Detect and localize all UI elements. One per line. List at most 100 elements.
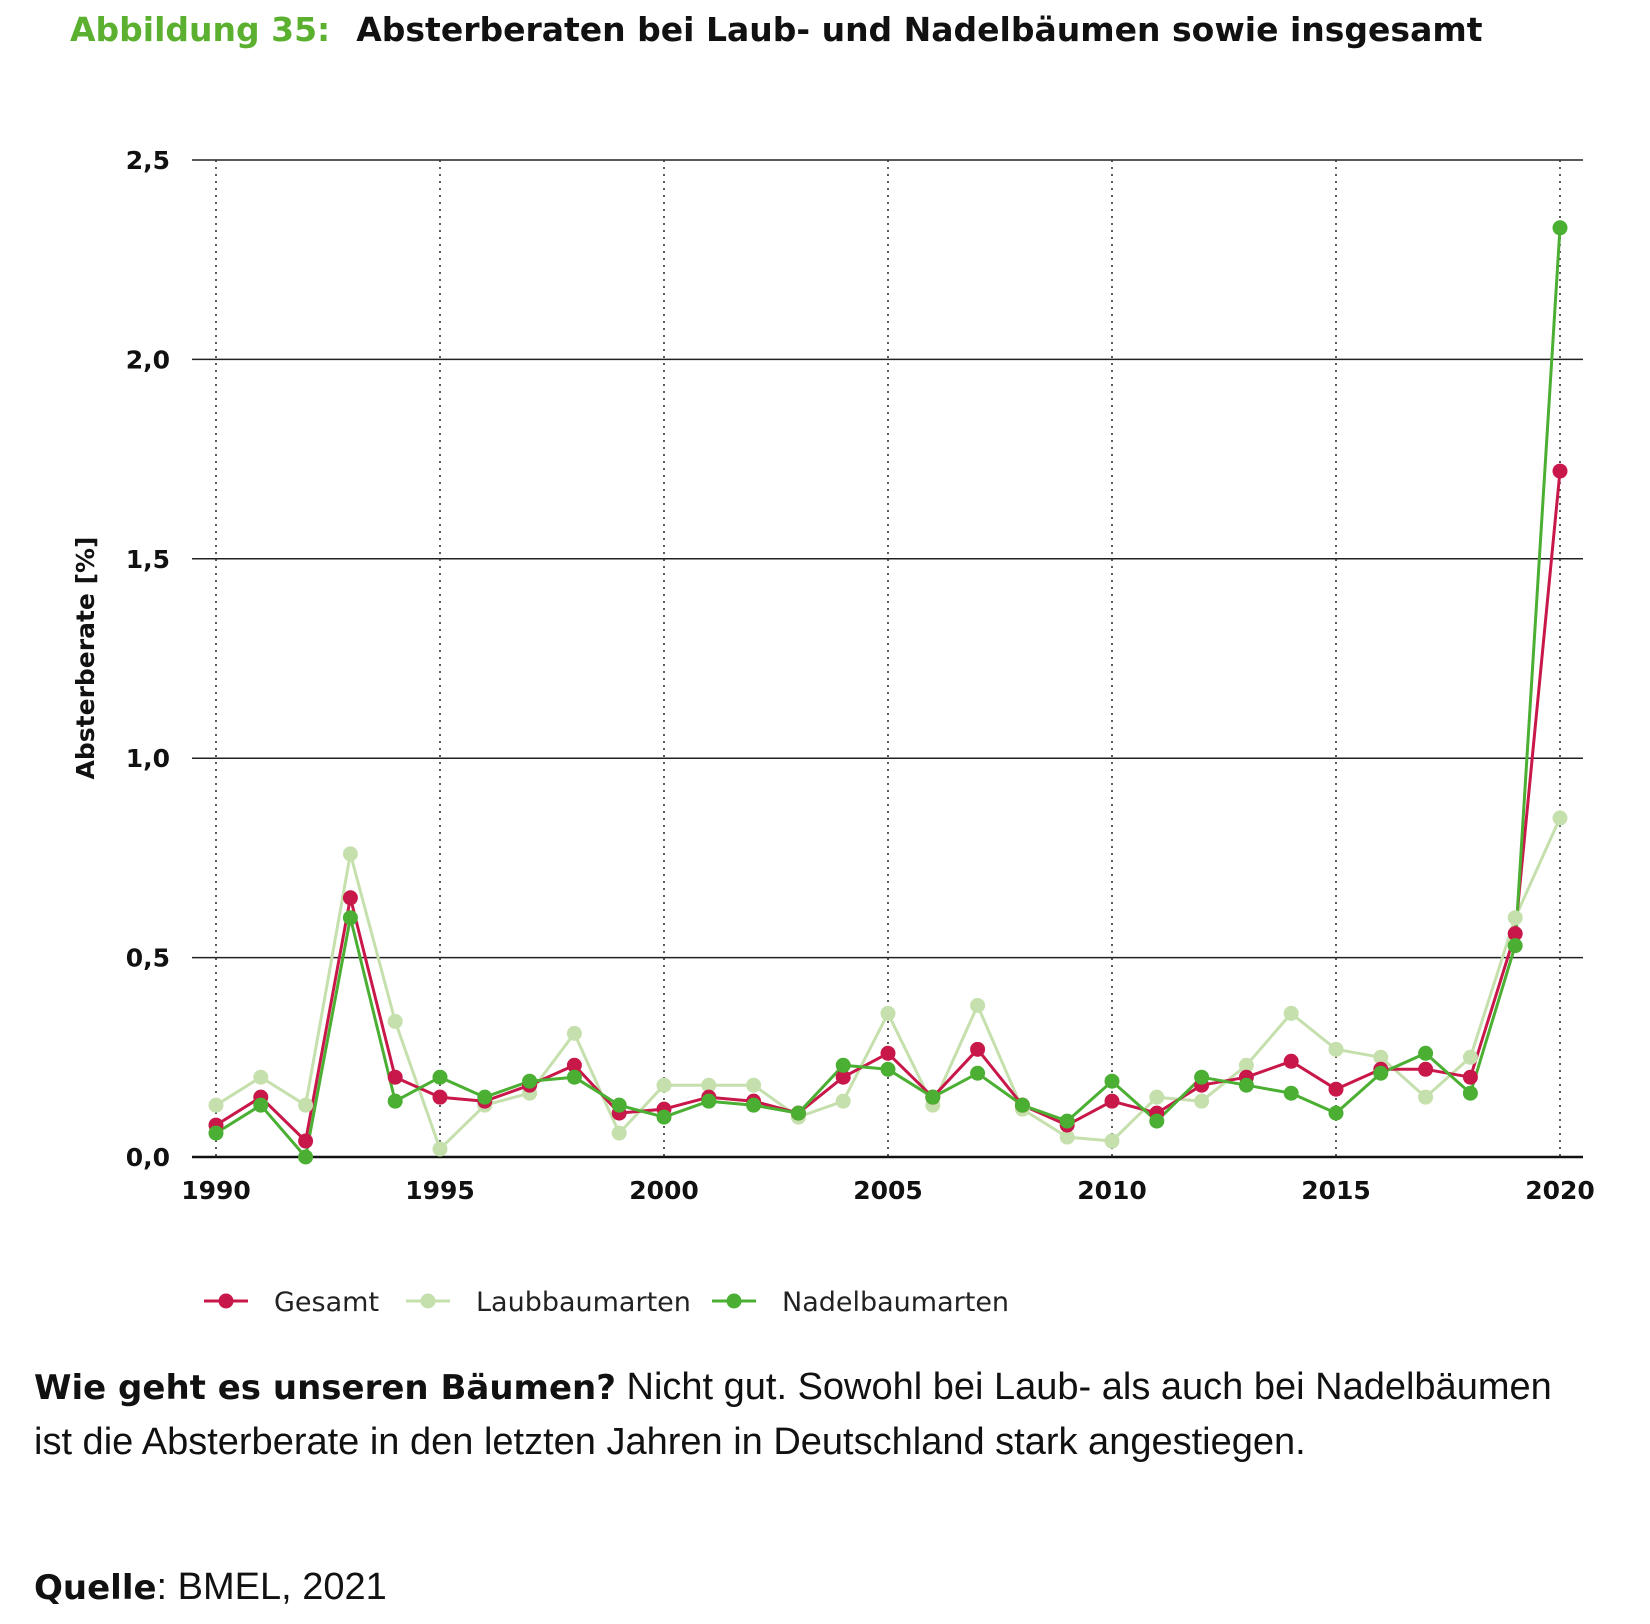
figure-number: Abbildung 35: xyxy=(70,10,331,49)
description-lead: Wie geht es unseren Bäumen? xyxy=(34,1368,616,1408)
data-point-nadelbaumarten xyxy=(1059,1113,1075,1129)
x-tick-label: 2005 xyxy=(853,1176,923,1205)
data-point-gesamt xyxy=(432,1089,448,1105)
data-point-laubbaumarten xyxy=(253,1069,269,1085)
data-point-nadelbaumarten xyxy=(1104,1073,1120,1089)
data-point-gesamt xyxy=(1552,463,1568,479)
data-point-laubbaumarten xyxy=(1104,1133,1120,1149)
data-point-gesamt xyxy=(1462,1069,1478,1085)
data-point-gesamt xyxy=(1507,926,1523,942)
legend-label-laubbaumarten: Laubbaumarten xyxy=(476,1287,691,1318)
data-point-nadelbaumarten xyxy=(790,1105,806,1121)
y-tick-label: 1,5 xyxy=(126,545,170,574)
data-point-laubbaumarten xyxy=(656,1077,672,1093)
data-point-gesamt xyxy=(835,1069,851,1085)
legend-marker-laubbaumarten xyxy=(420,1293,436,1309)
data-point-laubbaumarten xyxy=(970,997,986,1013)
grid-layer xyxy=(192,159,1583,1157)
data-point-nadelbaumarten xyxy=(701,1093,717,1109)
data-point-laubbaumarten xyxy=(701,1077,717,1093)
series-points xyxy=(208,220,1568,1165)
figure-title: Absterberaten bei Laub- und Nadelbäumen … xyxy=(356,10,1483,49)
axis-layer: 0,0 0,5 1,0 1,5 2,0 2,5 1990 1995 2000 2005 2010 20… xyxy=(71,146,1595,1205)
legend-label-nadelbaumarten: Nadelbaumarten xyxy=(782,1287,1009,1318)
data-point-laubbaumarten xyxy=(1238,1057,1254,1073)
data-point-laubbaumarten xyxy=(1507,910,1523,926)
data-point-nadelbaumarten xyxy=(342,910,358,926)
data-point-nadelbaumarten xyxy=(432,1069,448,1085)
x-tick-label: 2010 xyxy=(1077,1176,1147,1205)
data-point-gesamt xyxy=(566,1057,582,1073)
description-paragraph: Wie geht es unseren Bäumen? Nicht gut. S… xyxy=(34,1360,1594,1469)
data-point-nadelbaumarten xyxy=(1238,1077,1254,1093)
legend: Gesamt Laubbaumarten Nadelbaumarten xyxy=(204,1287,1009,1318)
source-label: Quelle xyxy=(34,1568,157,1608)
y-axis-label: Absterberate [%] xyxy=(71,537,100,780)
data-point-laubbaumarten xyxy=(208,1097,224,1113)
data-point-gesamt xyxy=(970,1041,986,1057)
source-value: : BMEL, 2021 xyxy=(156,1566,387,1608)
legend-label-gesamt: Gesamt xyxy=(274,1287,379,1318)
data-point-laubbaumarten xyxy=(342,846,358,862)
data-point-laubbaumarten xyxy=(611,1125,627,1141)
data-point-nadelbaumarten xyxy=(656,1109,672,1125)
data-point-laubbaumarten xyxy=(298,1097,314,1113)
data-point-nadelbaumarten xyxy=(253,1097,269,1113)
data-point-nadelbaumarten xyxy=(1328,1105,1344,1121)
data-point-nadelbaumarten xyxy=(1552,220,1568,236)
data-point-gesamt xyxy=(1418,1061,1434,1077)
data-point-laubbaumarten xyxy=(746,1077,762,1093)
data-point-nadelbaumarten xyxy=(387,1093,403,1109)
y-tick-label: 1,0 xyxy=(126,744,170,773)
y-tick-label: 0,5 xyxy=(126,944,170,973)
description-text: Nicht gut. Sowohl bei Laub- als auch bei… xyxy=(34,1366,1552,1463)
data-point-nadelbaumarten xyxy=(835,1057,851,1073)
data-point-nadelbaumarten xyxy=(522,1073,538,1089)
x-tick-label: 2020 xyxy=(1525,1176,1595,1205)
data-point-laubbaumarten xyxy=(1373,1049,1389,1065)
data-point-laubbaumarten xyxy=(1418,1089,1434,1105)
line-chart: 0,0 0,5 1,0 1,5 2,0 2,5 1990 1995 2000 2005 2010 20… xyxy=(71,146,1595,1318)
data-point-nadelbaumarten xyxy=(298,1149,314,1165)
data-point-gesamt xyxy=(1104,1093,1120,1109)
data-point-nadelbaumarten xyxy=(970,1065,986,1081)
data-point-laubbaumarten xyxy=(1328,1041,1344,1057)
data-point-nadelbaumarten xyxy=(746,1097,762,1113)
y-tick-label: 2,0 xyxy=(126,345,170,374)
data-point-gesamt xyxy=(342,890,358,906)
data-point-laubbaumarten xyxy=(387,1013,403,1029)
data-point-gesamt xyxy=(1283,1053,1299,1069)
data-point-nadelbaumarten xyxy=(1418,1045,1434,1061)
data-point-nadelbaumarten xyxy=(1462,1085,1478,1101)
data-point-nadelbaumarten xyxy=(1014,1097,1030,1113)
data-point-laubbaumarten xyxy=(432,1141,448,1157)
y-tick-label: 2,5 xyxy=(126,146,170,175)
data-point-laubbaumarten xyxy=(566,1025,582,1041)
data-point-laubbaumarten xyxy=(1283,1005,1299,1021)
data-point-nadelbaumarten xyxy=(1194,1069,1210,1085)
series-line-gesamt xyxy=(215,470,1562,1143)
data-point-nadelbaumarten xyxy=(925,1089,941,1105)
y-tick-label: 0,0 xyxy=(126,1143,170,1172)
data-point-nadelbaumarten xyxy=(880,1061,896,1077)
source-line: Quelle: BMEL, 2021 xyxy=(34,1560,387,1615)
data-point-laubbaumarten xyxy=(1059,1129,1075,1145)
legend-marker-nadelbaumarten xyxy=(726,1293,742,1309)
data-point-nadelbaumarten xyxy=(1373,1065,1389,1081)
data-point-gesamt xyxy=(298,1133,314,1149)
data-point-laubbaumarten xyxy=(1552,810,1568,826)
x-tick-label: 1995 xyxy=(405,1176,475,1205)
data-point-gesamt xyxy=(880,1045,896,1061)
legend-marker-gesamt xyxy=(218,1293,234,1309)
data-point-nadelbaumarten xyxy=(1283,1085,1299,1101)
x-tick-label: 2000 xyxy=(629,1176,699,1205)
data-point-laubbaumarten xyxy=(1149,1089,1165,1105)
data-point-nadelbaumarten xyxy=(566,1069,582,1085)
data-point-laubbaumarten xyxy=(880,1005,896,1021)
data-point-nadelbaumarten xyxy=(208,1125,224,1141)
x-tick-label: 1990 xyxy=(181,1176,251,1205)
data-point-nadelbaumarten xyxy=(477,1089,493,1105)
data-point-nadelbaumarten xyxy=(1507,938,1523,954)
figure-header: Abbildung 35: Absterberaten bei Laub- und… xyxy=(70,8,1483,52)
data-point-laubbaumarten xyxy=(1194,1093,1210,1109)
